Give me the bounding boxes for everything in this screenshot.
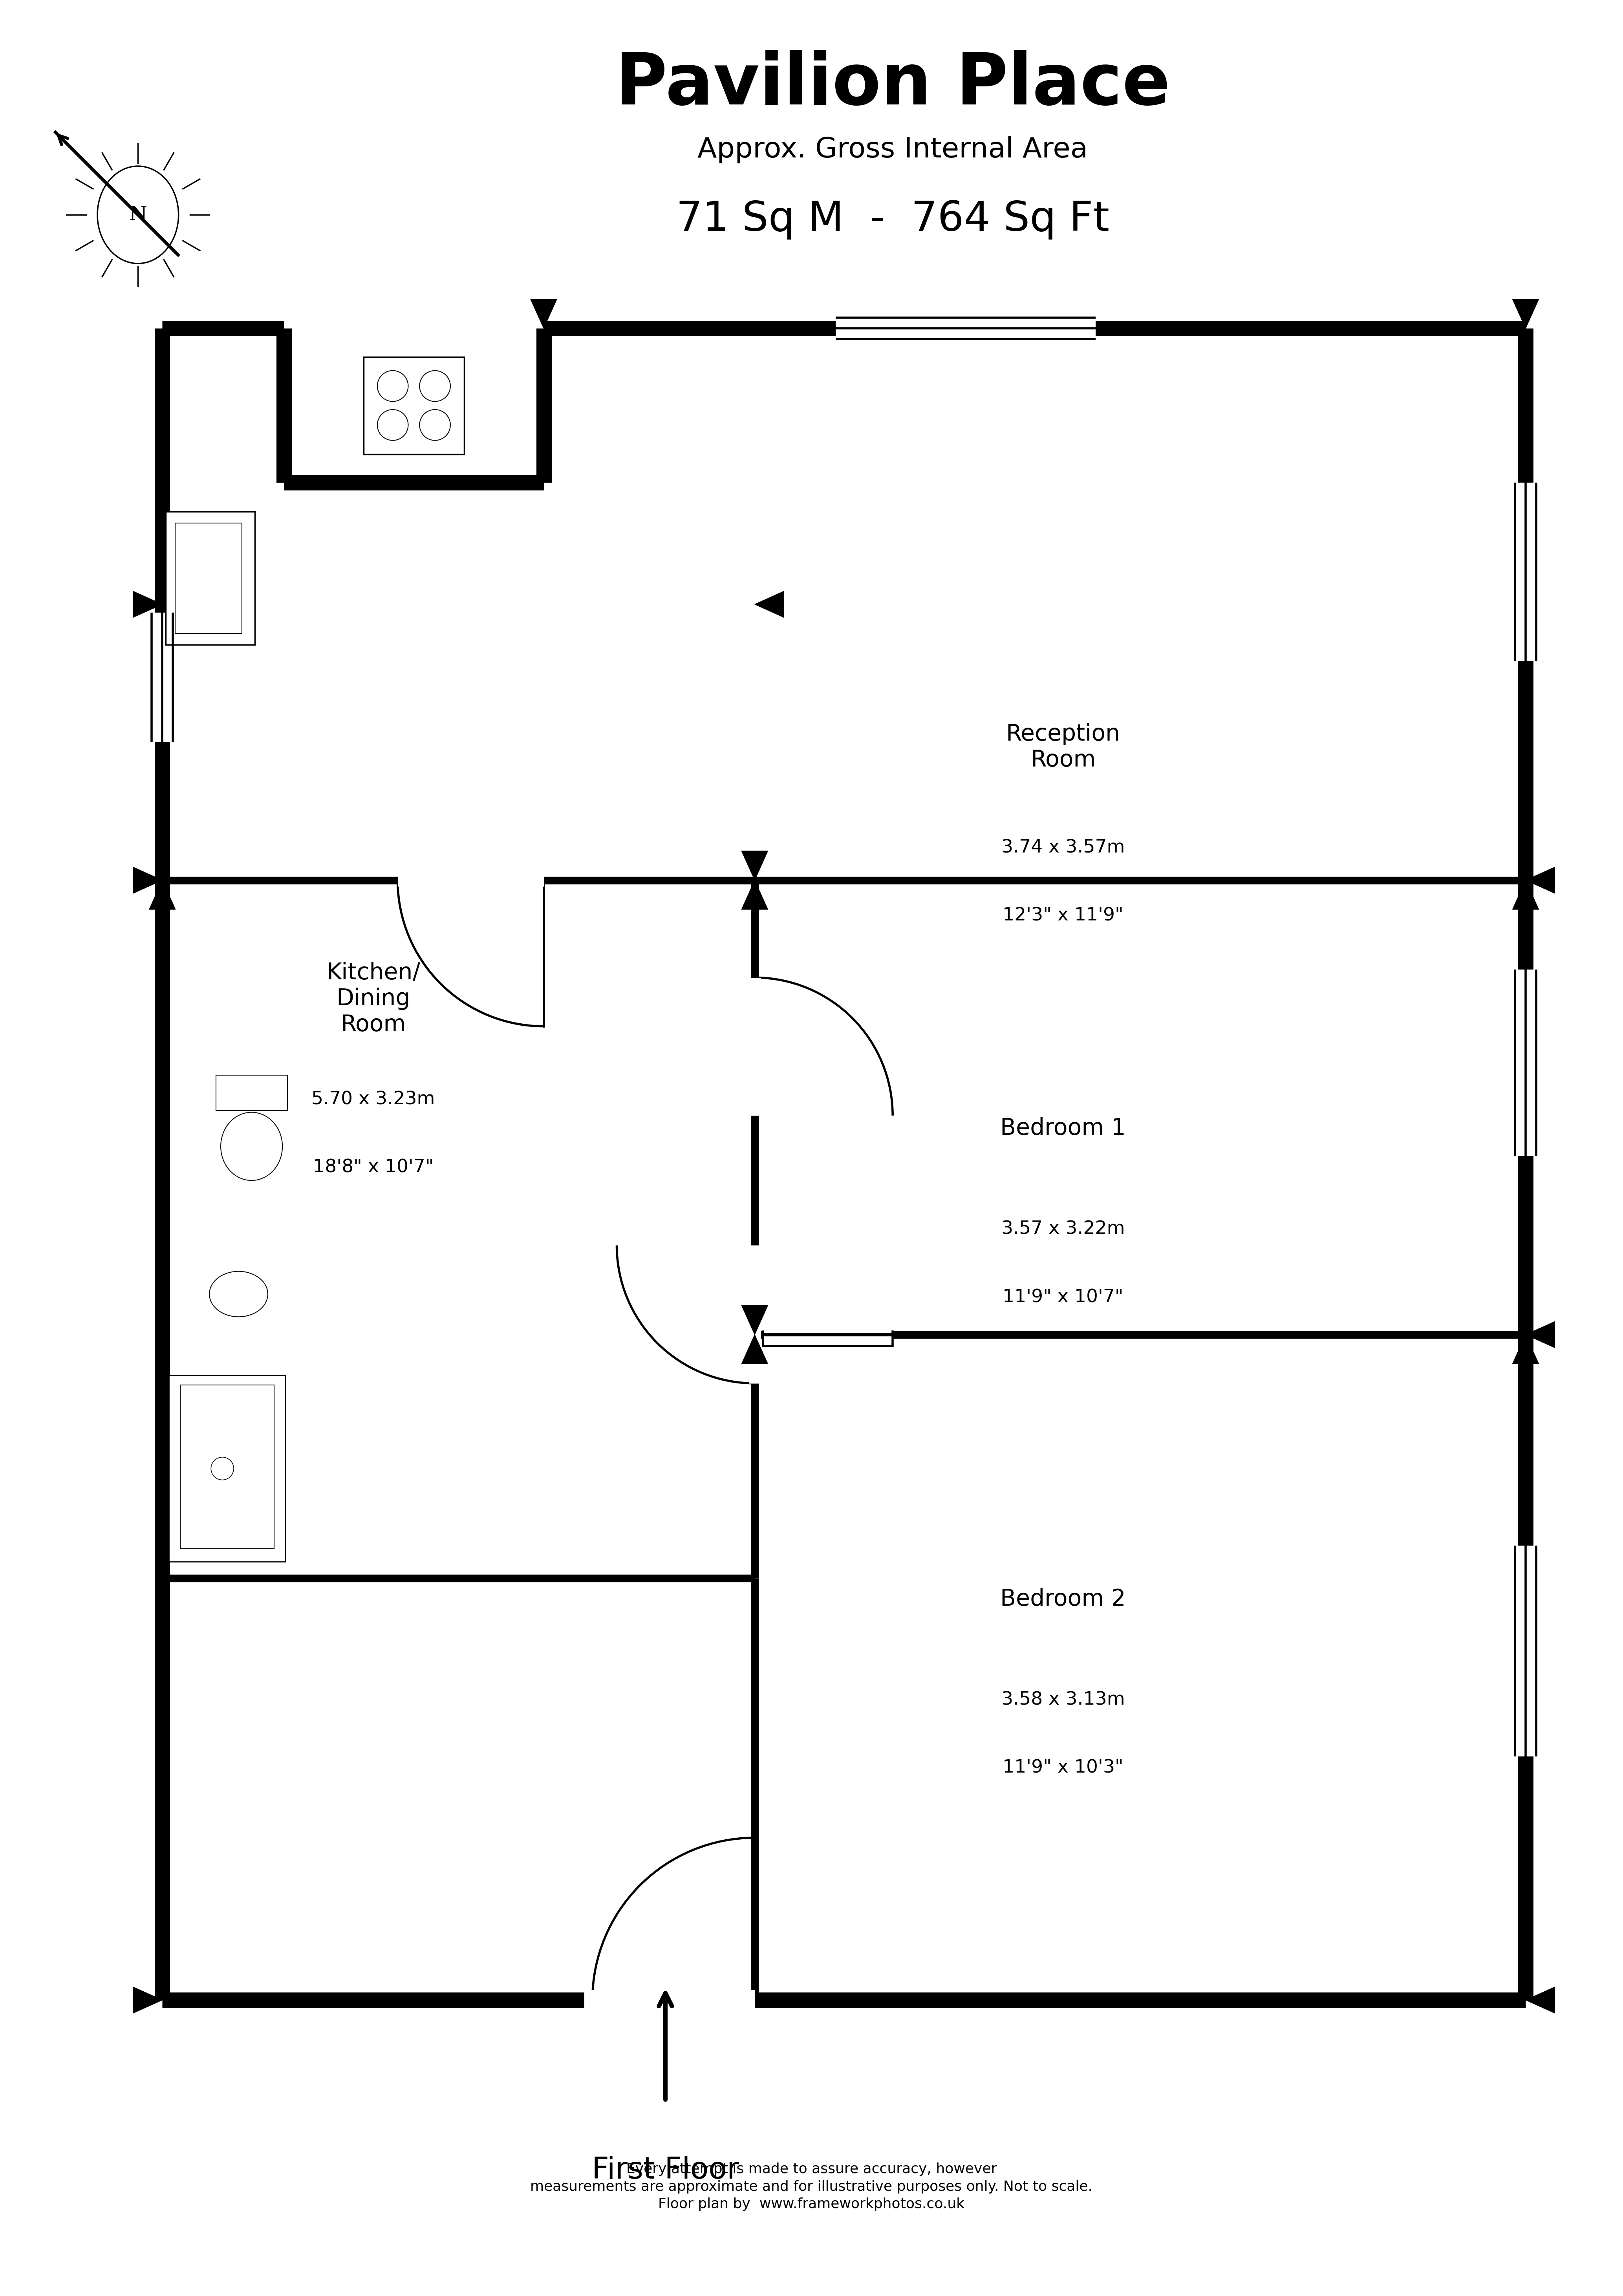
Text: Every attempt is made to assure accuracy, however
measurements are approximate a: Every attempt is made to assure accuracy… [531,2163,1092,2211]
Polygon shape [149,879,175,909]
Polygon shape [1526,1322,1555,1348]
Circle shape [377,370,409,402]
Text: Pavilion Place: Pavilion Place [615,51,1170,119]
Polygon shape [133,590,162,618]
Circle shape [377,409,409,441]
Polygon shape [531,298,557,328]
Polygon shape [133,1986,162,2014]
Circle shape [419,409,451,441]
Polygon shape [742,879,768,909]
Polygon shape [1526,868,1555,893]
Text: 71 Sq M  -  764 Sq Ft: 71 Sq M - 764 Sq Ft [677,200,1109,239]
Text: 5.70 x 3.23m: 5.70 x 3.23m [312,1091,435,1109]
Polygon shape [742,852,768,879]
Polygon shape [1513,298,1539,328]
Polygon shape [1513,1334,1539,1364]
Polygon shape [1513,879,1539,909]
Bar [169,1375,286,1561]
Bar [175,523,242,634]
Polygon shape [1526,1986,1555,2014]
Text: 12'3" x 11'9": 12'3" x 11'9" [1003,907,1123,925]
Text: 18'8" x 10'7": 18'8" x 10'7" [313,1159,433,1176]
Ellipse shape [221,1111,282,1180]
Polygon shape [755,590,784,618]
Text: N: N [128,204,148,225]
Bar [180,1384,274,1550]
Text: 3.74 x 3.57m: 3.74 x 3.57m [1001,838,1125,856]
Text: Bedroom 2: Bedroom 2 [1000,1589,1126,1609]
Bar [166,512,255,645]
Ellipse shape [209,1272,268,1318]
Text: Approx. Gross Internal Area: Approx. Gross Internal Area [698,135,1087,163]
Text: Bedroom 1: Bedroom 1 [1000,1118,1126,1139]
Text: First Floor: First Floor [592,2156,738,2186]
Bar [364,356,464,455]
Text: 3.57 x 3.22m: 3.57 x 3.22m [1001,1219,1125,1238]
Polygon shape [742,1334,768,1364]
Text: Kitchen/
Dining
Room: Kitchen/ Dining Room [326,962,420,1035]
Polygon shape [742,1306,768,1334]
Bar [216,1075,287,1111]
Text: 3.58 x 3.13m: 3.58 x 3.13m [1001,1690,1125,1708]
Ellipse shape [97,165,179,264]
Polygon shape [133,868,162,893]
Text: 11'9" x 10'3": 11'9" x 10'3" [1003,1759,1123,1777]
Text: 11'9" x 10'7": 11'9" x 10'7" [1003,1288,1123,1306]
Circle shape [419,370,451,402]
Text: Reception
Room: Reception Room [1006,723,1120,771]
Circle shape [211,1458,234,1481]
